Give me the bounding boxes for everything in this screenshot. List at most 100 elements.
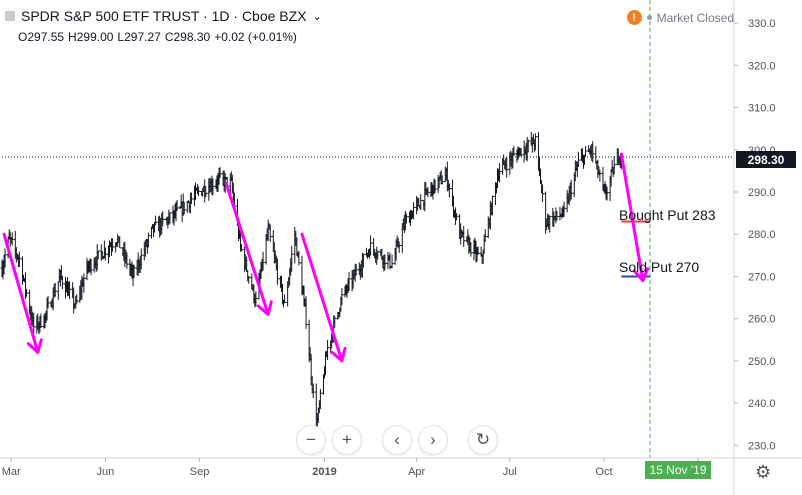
low-label: L: [117, 30, 125, 44]
sold-put-label: Sold Put 270: [619, 259, 700, 275]
down-arrow: [619, 152, 650, 283]
ohlc-bar: [182, 201, 186, 215]
ohlc-bar: [39, 313, 43, 328]
ohlc-bar: [558, 206, 562, 221]
y-tick-label: 250.0: [748, 356, 776, 368]
ohlc-bar: [476, 246, 480, 256]
ohlc-bar: [283, 294, 287, 304]
change-value: +0.02 (+0.01%): [214, 30, 297, 44]
y-tick-label: 240.0: [748, 398, 776, 410]
scroll-left-button[interactable]: ‹: [382, 425, 412, 455]
ohlc-bar: [347, 272, 351, 291]
ohlc-bar: [146, 232, 150, 248]
ohlc-bar: [247, 276, 251, 284]
ohlc-bar: [154, 215, 158, 226]
ohlc-bar: [89, 258, 93, 275]
open-label: O: [18, 30, 28, 44]
status-dot-icon: [646, 15, 652, 20]
ohlc-bar: [204, 186, 208, 198]
ohlc-bar: [412, 202, 416, 220]
high-value: 299.00: [76, 30, 114, 44]
y-tick-label: 310.0: [748, 103, 776, 115]
market-status[interactable]: ! Market Closed: [626, 10, 734, 25]
close-value: 298.30: [173, 30, 211, 44]
ohlc-bar: [533, 133, 537, 151]
ohlc-bar: [60, 275, 64, 290]
zoom-in-button[interactable]: +: [332, 425, 362, 455]
ohlc-bar: [25, 288, 29, 297]
ohlc-bar: [526, 139, 530, 153]
ohlc-bar: [290, 245, 294, 272]
ohlc-bar: [419, 194, 423, 210]
ohlc-bar: [376, 250, 380, 260]
down-arrow: [300, 232, 347, 363]
arrow-head: [330, 346, 347, 363]
reset-chart-button[interactable]: ↻: [468, 425, 498, 455]
x-tick-label: Jun: [97, 466, 115, 478]
ohlc-bar: [333, 316, 337, 328]
scroll-right-button[interactable]: ›: [418, 425, 448, 455]
toolbar-gap: [454, 425, 462, 455]
ohlc-bar: [397, 241, 401, 254]
ohlc-bar: [598, 169, 602, 182]
ohlc-bar: [555, 211, 559, 221]
ohlc-bars: [0, 131, 623, 443]
ohlc-bar: [275, 258, 279, 285]
grid-layer: [2, 0, 734, 458]
ohlc-bar: [218, 167, 222, 178]
low-value: 297.27: [124, 30, 161, 44]
warning-icon[interactable]: !: [626, 10, 642, 25]
ohlc-bar: [426, 186, 430, 198]
ohlc-bar: [161, 211, 165, 227]
ohlc-bar: [591, 141, 595, 163]
y-tick-label: 270.0: [748, 271, 776, 283]
chevron-down-icon[interactable]: ⌄: [312, 10, 322, 23]
ohlc-bar: [82, 273, 86, 293]
ohlc-bar: [32, 312, 36, 334]
ohlc-bar: [3, 248, 7, 268]
ohlc-bar: [469, 242, 473, 257]
market-status-label: Market Closed: [656, 10, 734, 25]
crosshair-date-tag: 15 Nov '19: [645, 461, 711, 479]
ohlc-bar: [240, 244, 244, 252]
ohlc-bar: [490, 195, 494, 216]
symbol-title[interactable]: SPDR S&P 500 ETF TRUST · 1D · Cboe BZX: [21, 8, 307, 24]
arrow-shaft: [300, 232, 344, 363]
y-tick-label: 280.0: [748, 229, 776, 241]
ohlc-bar: [103, 247, 107, 261]
ohlc-bar: [111, 238, 115, 252]
ohlc-bar: [483, 229, 487, 242]
ohlc-bar: [254, 291, 258, 307]
ohlc-bar: [404, 213, 408, 224]
ohlc-bar: [75, 294, 79, 305]
trend-arrows: [2, 152, 650, 363]
ohlc-bar: [369, 235, 373, 256]
ohlc-bar: [132, 264, 136, 278]
gear-icon[interactable]: ⚙: [755, 462, 772, 482]
ohlc-bar: [569, 179, 573, 200]
ohlc-bar: [261, 251, 265, 271]
last-price-tag: 298.30: [736, 151, 796, 168]
ohlc-bar: [211, 178, 215, 196]
x-tick-label: 2019: [312, 466, 336, 478]
ohlc-bar: [354, 264, 358, 276]
ohlc-bar: [433, 179, 437, 194]
ohlc-bar: [53, 282, 57, 297]
ohlc-bar: [96, 250, 100, 260]
close-label: C: [164, 30, 174, 44]
x-tick-label: Mar: [2, 466, 21, 478]
arrow-head: [256, 300, 273, 316]
y-tick-label: 260.0: [748, 314, 776, 326]
arrow-head: [632, 267, 650, 283]
symbol-header[interactable]: SPDR S&P 500 ETF TRUST · 1D · Cboe BZX ⌄: [5, 8, 322, 24]
down-arrow: [224, 182, 273, 316]
zoom-out-button[interactable]: −: [296, 425, 326, 455]
ohlc-bar: [68, 281, 72, 300]
x-tick-label: Oct: [595, 466, 612, 478]
arrow-shaft: [224, 182, 270, 316]
high-label: H: [68, 30, 77, 44]
ohlc-bar: [125, 252, 129, 269]
ohlc-bar: [268, 224, 272, 243]
